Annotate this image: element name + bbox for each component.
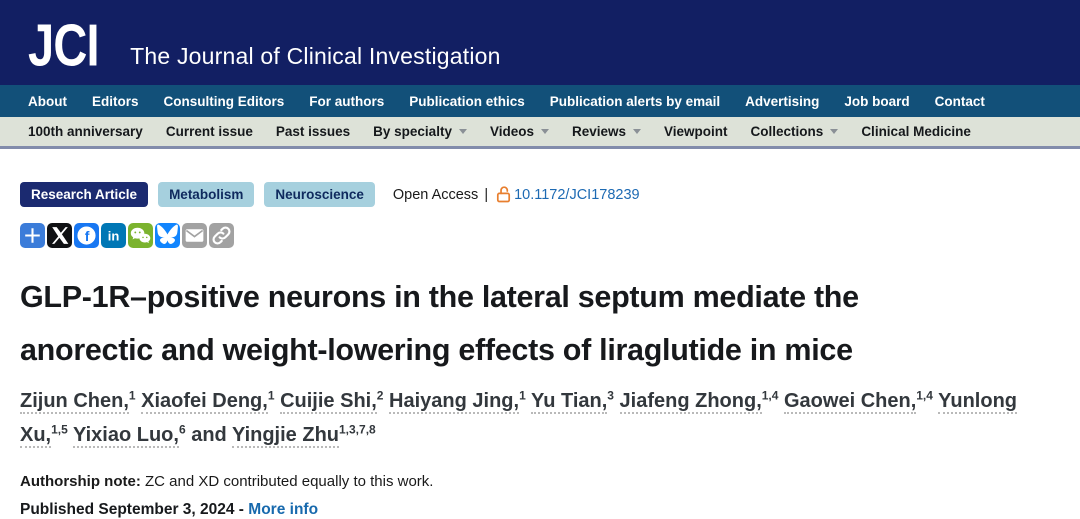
badge-neuroscience[interactable]: Neuroscience: [264, 182, 375, 207]
access-separator: |: [484, 186, 489, 203]
site-header: JCI The Journal of Clinical Investigatio…: [0, 0, 1080, 85]
sub-nav-item-viewpoint[interactable]: Viewpoint: [664, 124, 728, 139]
author-link-yunlong-xu[interactable]: Yunlong Xu,: [20, 390, 1018, 448]
authors-line: Zijun Chen,1 Xiaofei Deng,1 Cuijie Shi,2…: [20, 384, 1065, 452]
doi-text: 10.1172/JCI178239: [514, 186, 640, 203]
doi-link[interactable]: 10.1172/JCI178239: [494, 185, 640, 204]
author-affiliations: 1,5: [51, 422, 68, 437]
authorship-note: Authorship note: ZC and XD contributed e…: [20, 473, 1060, 490]
article-header: Research Article Metabolism Neuroscience O…: [0, 182, 1080, 519]
authors-conjunction: and: [191, 424, 232, 446]
sub-nav-item-videos[interactable]: Videos: [490, 124, 549, 139]
main-nav-item-publication-ethics[interactable]: Publication ethics: [409, 93, 525, 109]
author-link-cuijie-shi[interactable]: Cuijie Shi,: [280, 390, 377, 414]
main-nav-item-job-board[interactable]: Job board: [844, 93, 910, 109]
author-affiliations: 2: [376, 388, 384, 403]
sub-nav-item-current-issue[interactable]: Current issue: [166, 124, 253, 139]
author-link-yixiao-luo[interactable]: Yixiao Luo,: [73, 424, 179, 448]
sub-nav-label: Viewpoint: [664, 124, 728, 139]
linkedin-icon[interactable]: in: [101, 223, 126, 248]
author-affiliations: 1,3,7,8: [339, 422, 376, 437]
sub-nav-label: Collections: [750, 124, 824, 139]
published-date: Published September 3, 2024 -: [20, 501, 244, 518]
author-link-haiyang-jing[interactable]: Haiyang Jing,: [389, 390, 520, 414]
copy-link-icon[interactable]: [209, 223, 234, 248]
more-info-link[interactable]: More info: [248, 501, 319, 518]
author-affiliations: 1: [128, 388, 136, 403]
sub-nav-item-reviews[interactable]: Reviews: [571, 124, 642, 139]
main-nav-item-editors[interactable]: Editors: [91, 93, 139, 109]
author-link-yu-tian[interactable]: Yu Tian,: [530, 390, 608, 414]
author-affiliations: 3: [607, 388, 614, 403]
chevron-down-icon: [633, 129, 642, 134]
article-title: GLP-1R–positive neurons in the lateral s…: [20, 280, 859, 367]
author-link-jiafeng-zhong[interactable]: Jiafeng Zhong,: [619, 390, 762, 414]
badges-row: Research Article Metabolism Neuroscience O…: [20, 182, 1060, 207]
author-link-gaowei-chen[interactable]: Gaowei Chen,: [784, 390, 917, 414]
badges-container: Research Article Metabolism Neuroscience: [20, 182, 385, 207]
wechat-icon[interactable]: [128, 223, 153, 248]
facebook-icon[interactable]: f: [74, 223, 99, 248]
jci-logo[interactable]: JCI: [28, 11, 100, 79]
share-plus-icon[interactable]: [20, 223, 45, 248]
main-nav-item-about[interactable]: About: [28, 93, 67, 109]
author-affiliations: 1,4: [916, 388, 933, 403]
authorship-note-label: Authorship note:: [20, 473, 141, 490]
badge-research-article[interactable]: Research Article: [20, 182, 149, 207]
open-lock-icon: [497, 186, 511, 203]
share-toolbar: f in: [20, 223, 1060, 248]
sub-nav: 100th anniversary Current issue Past issue…: [0, 117, 1080, 149]
author-affiliations: 1: [519, 388, 526, 403]
main-nav-item-for-authors[interactable]: For authors: [309, 93, 385, 109]
author-link-zijun-chen[interactable]: Zijun Chen,: [20, 390, 129, 414]
badge-metabolism[interactable]: Metabolism: [158, 182, 255, 207]
sub-nav-label: Clinical Medicine: [861, 124, 971, 139]
sub-nav-item-past-issues[interactable]: Past issues: [276, 124, 350, 139]
sub-nav-label: Past issues: [275, 124, 351, 139]
bluesky-icon[interactable]: [155, 223, 180, 248]
main-nav-item-publication-alerts-by-email[interactable]: Publication alerts by email: [549, 93, 721, 109]
author-link-xiaofei-deng[interactable]: Xiaofei Deng,: [141, 390, 268, 414]
sub-nav-label: Videos: [489, 124, 534, 139]
chevron-down-icon: [458, 129, 467, 134]
x-twitter-icon[interactable]: [47, 223, 72, 248]
main-nav-item-consulting-editors[interactable]: Consulting Editors: [163, 93, 285, 109]
svg-text:in: in: [108, 229, 120, 244]
sub-nav-item-by-specialty[interactable]: By specialty: [373, 124, 467, 139]
sub-nav-label: By specialty: [373, 124, 452, 139]
open-access-label: Open Access: [392, 186, 479, 203]
main-nav-item-advertising[interactable]: Advertising: [745, 93, 820, 109]
author-affiliations: 1: [267, 388, 275, 403]
author-link-yingjie-zhu[interactable]: Yingjie Zhu: [231, 424, 339, 448]
open-access-info: Open Access | 10.1172/JCI178239: [393, 185, 640, 204]
author-affiliations: 1,4: [761, 388, 779, 403]
journal-title: The Journal of Clinical Investigation: [130, 43, 501, 69]
sub-nav-item-100th-anniversary[interactable]: 100th anniversary: [28, 124, 143, 139]
chevron-down-icon: [540, 129, 549, 134]
published-line: Published September 3, 2024 - More info: [20, 501, 1060, 519]
sub-nav-label: 100th anniversary: [28, 124, 143, 139]
chevron-down-icon: [830, 129, 839, 134]
sub-nav-label: Current issue: [165, 124, 253, 139]
sub-nav-label: Reviews: [571, 124, 627, 139]
author-affiliations: 6: [178, 422, 186, 437]
sub-nav-item-clinical-medicine[interactable]: Clinical Medicine: [861, 124, 971, 139]
email-icon[interactable]: [182, 223, 207, 248]
svg-text:f: f: [85, 228, 90, 244]
main-nav-item-contact[interactable]: Contact: [934, 93, 985, 109]
main-nav: About Editors Consulting Editors For author…: [0, 85, 1080, 117]
sub-nav-item-collections[interactable]: Collections: [751, 124, 839, 139]
authorship-note-text: ZC and XD contributed equally to this wo…: [145, 473, 434, 490]
